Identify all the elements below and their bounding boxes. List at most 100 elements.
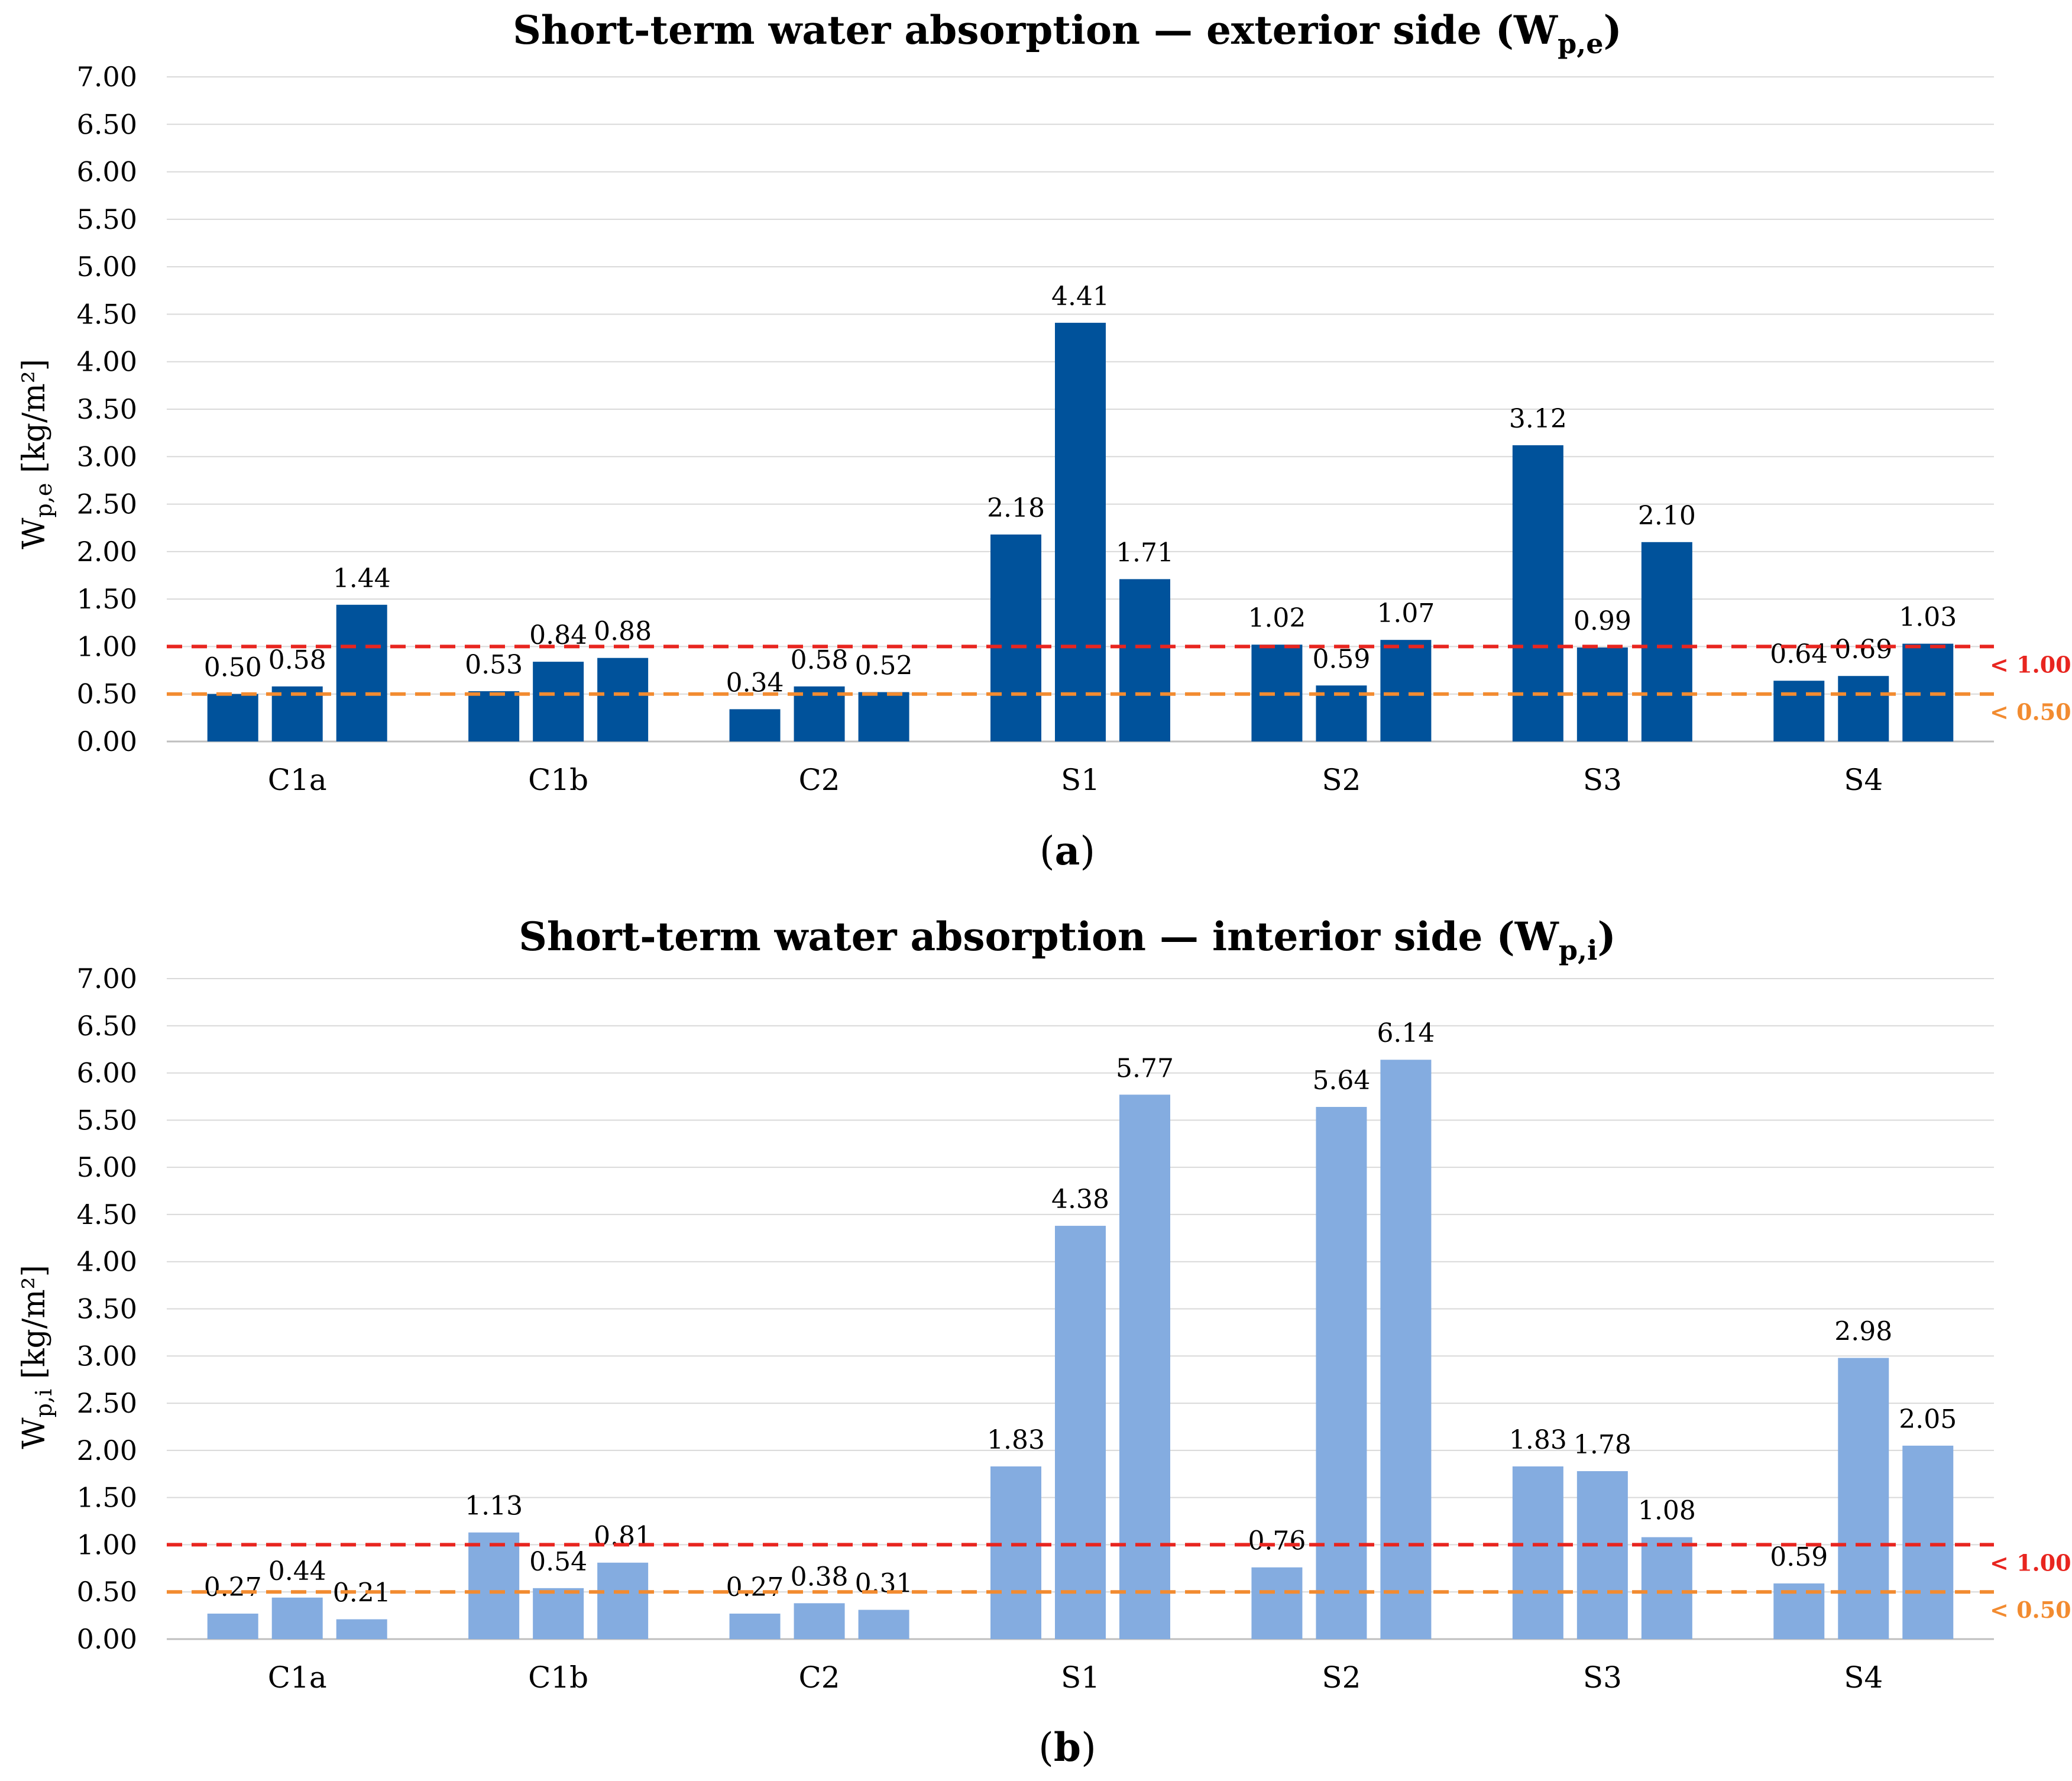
data-label: 1.44 — [333, 564, 391, 594]
y-tick-label: 5.00 — [77, 1151, 137, 1183]
threshold-label: < 0.50 — [1990, 1597, 2071, 1623]
chart-title: Short-term water absorption — exterior s… — [513, 7, 1622, 60]
data-label: 1.13 — [465, 1491, 523, 1521]
bar — [1512, 445, 1563, 741]
data-label: 1.03 — [1899, 603, 1957, 633]
bar — [597, 1562, 649, 1639]
y-tick-label: 6.00 — [77, 1057, 137, 1089]
y-tick-label: 1.50 — [77, 1482, 137, 1514]
bar — [990, 534, 1041, 741]
data-label: 0.53 — [465, 650, 523, 680]
bar — [1055, 1226, 1106, 1639]
y-tick-label: 2.00 — [77, 1434, 137, 1466]
y-tick-label: 3.00 — [77, 441, 137, 472]
chart-panel-a: Short-term water absorption — exterior s… — [17, 7, 2071, 874]
x-tick-label: C1a — [268, 1660, 327, 1695]
data-label: 2.98 — [1834, 1316, 1892, 1346]
data-label: 1.02 — [1248, 603, 1306, 633]
bar — [207, 1613, 258, 1639]
data-label: 0.38 — [791, 1562, 849, 1592]
chart-panel-b: Short-term water absorption — interior s… — [17, 914, 2071, 1770]
panel-caption: (b) — [1038, 1724, 1096, 1770]
bar-series — [207, 1060, 1954, 1639]
data-label: 1.83 — [987, 1425, 1045, 1455]
x-tick-labels: C1a C1b C2 S1 S2 S3 S4 — [268, 1660, 1883, 1695]
bar — [336, 604, 387, 741]
data-label: 1.71 — [1116, 537, 1174, 568]
data-label: 0.50 — [204, 653, 262, 683]
data-label: 5.64 — [1312, 1066, 1370, 1096]
threshold-lines: < 1.00 < 0.50 — [167, 1543, 2071, 1623]
data-label: 0.58 — [791, 645, 849, 675]
data-label: 0.52 — [855, 651, 913, 681]
y-tick-label: 5.50 — [77, 203, 137, 235]
threshold-label: < 1.00 — [1990, 651, 2071, 678]
y-tick-label: 0.50 — [77, 678, 137, 710]
chart-title-main: Short-term water absorption — interior s… — [519, 914, 1559, 960]
bar — [1838, 676, 1889, 741]
x-tick-label: S1 — [1061, 763, 1100, 797]
data-label: 6.14 — [1377, 1018, 1435, 1048]
y-tick-label: 0.00 — [77, 726, 137, 757]
chart-title-subscript: p,e — [1558, 28, 1603, 60]
y-tick-label: 4.50 — [77, 298, 137, 330]
bar — [1119, 1094, 1170, 1639]
x-tick-label: C1a — [268, 763, 327, 797]
data-label: 1.83 — [1509, 1425, 1567, 1455]
y-tick-label: 0.00 — [77, 1623, 137, 1655]
y-axis-label: Wp,e [kg/m²] — [17, 359, 57, 549]
bar — [794, 1603, 845, 1639]
y-tick-label: 2.50 — [77, 488, 137, 520]
bar — [533, 1588, 584, 1639]
data-labels: 0.270.440.211.130.540.810.27 0.38 0.311.83… — [204, 1018, 1957, 1608]
x-tick-label: C1b — [528, 763, 588, 797]
data-label: 1.08 — [1638, 1496, 1696, 1526]
x-tick-labels: C1a C1b C2 S1 S2 S3 S4 — [268, 763, 1883, 797]
y-tick-labels: 0.00 0.50 1.00 1.50 2.00 2.50 3.00 3.50 4.00 4.50… — [77, 61, 137, 757]
x-tick-label: S2 — [1322, 1660, 1361, 1695]
bar — [1251, 1567, 1303, 1639]
bar — [1380, 640, 1432, 741]
panel-caption: (a) — [1040, 828, 1095, 874]
y-tick-label: 1.00 — [77, 630, 137, 662]
y-tick-label: 5.50 — [77, 1104, 137, 1136]
x-tick-label: S3 — [1583, 763, 1622, 797]
bar — [729, 1613, 781, 1639]
data-label: 0.81 — [594, 1521, 652, 1552]
bar — [729, 709, 781, 741]
panel-caption-letter: a — [1055, 828, 1080, 874]
data-label: 2.05 — [1899, 1404, 1957, 1434]
bar — [468, 691, 520, 741]
data-label: 0.76 — [1248, 1526, 1306, 1556]
data-label: 0.64 — [1770, 639, 1828, 669]
x-tick-label: C1b — [528, 1660, 588, 1695]
bar — [1838, 1358, 1889, 1639]
y-axis-label-main: W — [17, 1417, 52, 1449]
data-labels: 0.50 0.581.440.530.84 0.880.340.58 0.522.18… — [204, 281, 1957, 698]
y-tick-label: 0.50 — [77, 1576, 137, 1608]
x-tick-label: S2 — [1322, 763, 1361, 797]
bar — [858, 1610, 909, 1639]
chart-title-close: ) — [1598, 914, 1616, 960]
y-tick-label: 6.50 — [77, 1010, 137, 1042]
data-label: 0.31 — [855, 1569, 913, 1599]
bar — [271, 1597, 323, 1639]
bar — [1902, 1445, 1954, 1639]
chart-title: Short-term water absorption — interior s… — [519, 914, 1615, 966]
bar — [1641, 542, 1692, 741]
y-tick-label: 2.50 — [77, 1387, 137, 1419]
data-label: 0.99 — [1574, 606, 1631, 636]
x-tick-label: S1 — [1061, 1660, 1100, 1695]
threshold-lines: < 1.00 < 0.50 — [167, 645, 2071, 726]
y-tick-labels: 0.00 0.50 1.00 1.50 2.00 2.50 3.00 3.50 4.00 4.50… — [77, 963, 137, 1655]
data-label: 2.10 — [1638, 501, 1696, 531]
bar — [336, 1619, 387, 1639]
bar — [1773, 681, 1825, 741]
bar — [207, 694, 258, 741]
bar — [1512, 1466, 1563, 1639]
threshold-label: < 0.50 — [1990, 699, 2071, 726]
y-tick-label: 6.00 — [77, 156, 137, 188]
data-label: 4.41 — [1051, 281, 1109, 312]
data-label: 0.69 — [1834, 634, 1892, 665]
